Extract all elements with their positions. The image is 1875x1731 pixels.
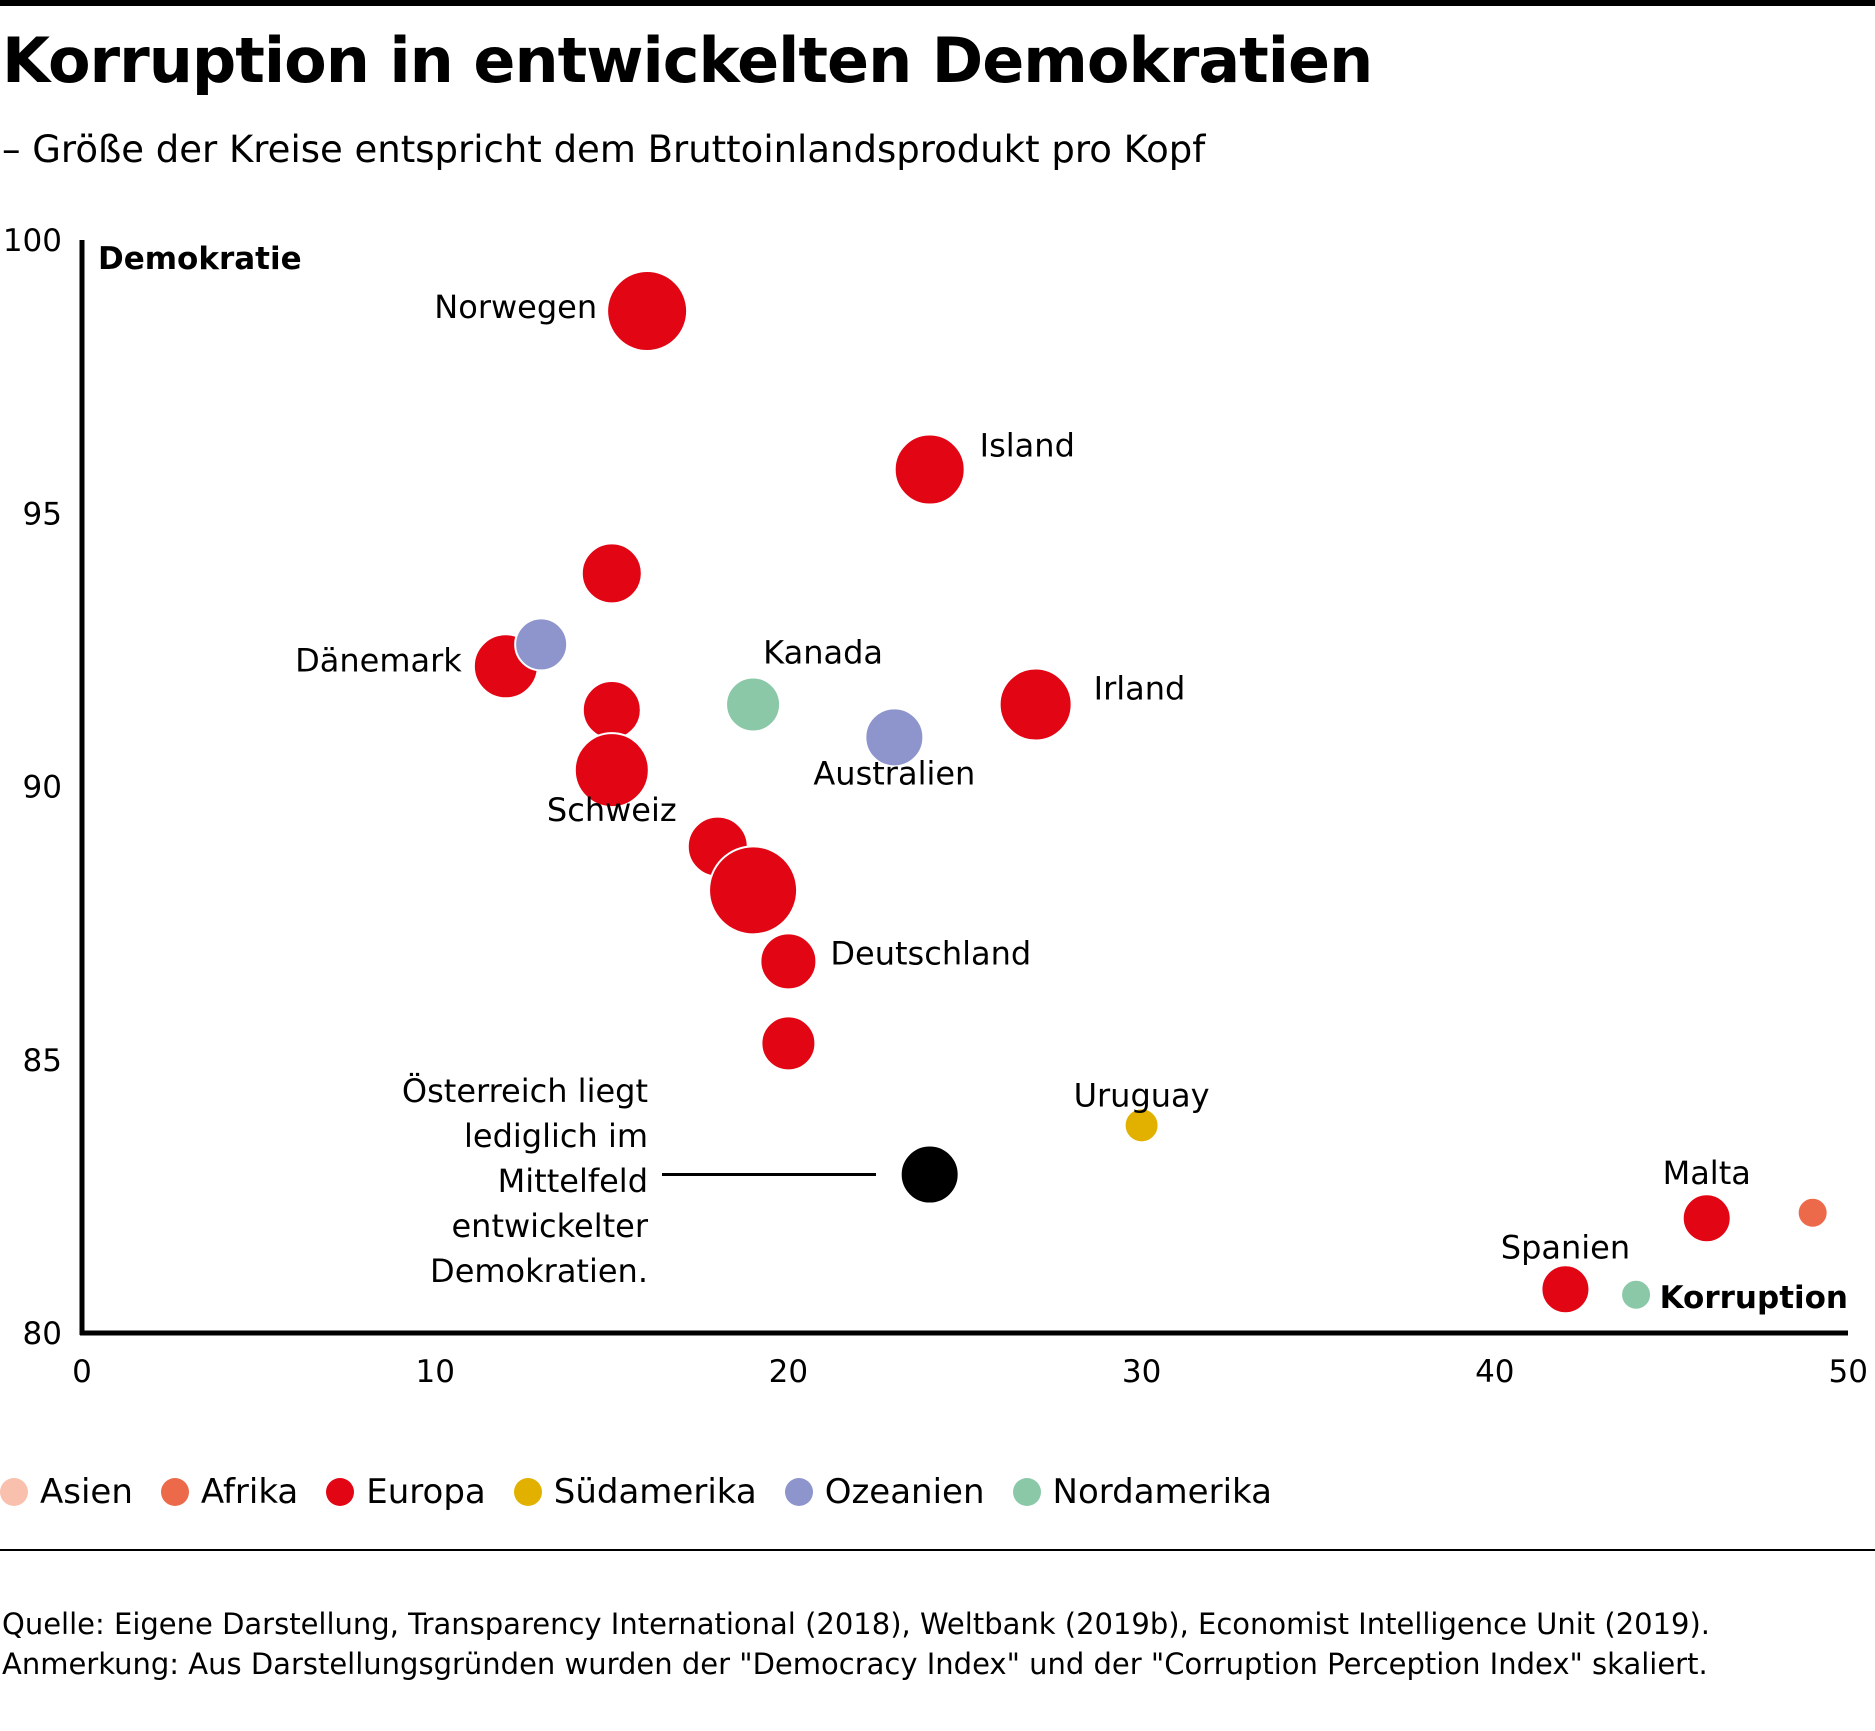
method-note: Anmerkung: Aus Darstellungsgründen wurde…	[2, 1647, 1708, 1681]
x-tick-label: 30	[1122, 1354, 1161, 1390]
y-tick-label: 90	[23, 770, 62, 806]
top-rule	[0, 0, 1875, 6]
data-point	[606, 270, 689, 353]
legend-label: Asien	[40, 1472, 133, 1512]
y-axis-title: Demokratie	[98, 241, 302, 277]
legend-label: Nordamerika	[1052, 1472, 1272, 1512]
legend-swatch	[513, 1478, 542, 1506]
data-point	[760, 1015, 817, 1072]
annotation-text: Mittelfeld	[498, 1162, 648, 1200]
data-point	[725, 676, 782, 733]
footer-divider	[0, 1549, 1875, 1551]
annotation-text: entwickelter	[451, 1207, 648, 1245]
y-tick-label: 85	[23, 1043, 62, 1079]
chart-title: Korruption in entwickelten Demokratien	[2, 24, 1373, 97]
x-axis-title: Korruption	[1660, 1280, 1848, 1316]
annotation-text: lediglich im	[464, 1117, 648, 1155]
x-tick-label: 0	[72, 1354, 92, 1390]
legend-item: Nordamerika	[1012, 1472, 1272, 1512]
data-point	[581, 679, 642, 740]
legend-label: Europa	[366, 1472, 486, 1512]
data-point	[1540, 1264, 1591, 1315]
annotation-text: Österreich liegt	[402, 1072, 648, 1110]
x-tick-label: 40	[1475, 1354, 1514, 1390]
legend-label: Afrika	[200, 1472, 299, 1512]
data-point	[893, 433, 966, 506]
legend-swatch	[784, 1478, 813, 1506]
legend-item: Europa	[326, 1472, 486, 1512]
data-point	[1681, 1193, 1732, 1244]
y-tick-label: 80	[23, 1316, 62, 1352]
point-label: Schweiz	[547, 791, 677, 829]
point-label: Uruguay	[1074, 1076, 1210, 1114]
point-label: Island	[980, 427, 1075, 465]
data-point	[573, 732, 650, 809]
data-point	[1796, 1196, 1829, 1229]
legend-swatch	[160, 1478, 189, 1506]
x-tick-label: 50	[1829, 1354, 1868, 1390]
data-point	[998, 667, 1073, 742]
legend-item: Asien	[0, 1472, 133, 1512]
data-point	[708, 845, 799, 936]
legend-label: Südamerika	[553, 1472, 757, 1512]
y-tick-label: 95	[23, 496, 62, 532]
legend: Asien Afrika Europa Südamerika Ozeanien Norda…	[0, 1472, 1300, 1512]
footer: Quelle: Eigene Darstellung, Transparency…	[2, 1604, 1710, 1684]
point-label: Deutschland	[830, 934, 1031, 972]
annotation-text: Demokratien.	[430, 1252, 648, 1290]
data-point	[759, 932, 818, 991]
x-tick-label: 20	[769, 1354, 808, 1390]
data-point	[580, 542, 643, 605]
data-point	[899, 1144, 960, 1205]
x-tick-label: 10	[415, 1354, 454, 1390]
scatter-chart: 0 10 20 30 40 50 80 85 90 95 100 Norwegen Island Dän…	[3, 223, 1868, 1390]
point-label: Spanien	[1501, 1228, 1630, 1266]
point-label: Dänemark	[295, 641, 462, 679]
legend-swatch	[326, 1478, 355, 1506]
data-point	[1123, 1107, 1160, 1144]
point-label: Norwegen	[434, 288, 597, 326]
data-point	[514, 617, 569, 672]
point-label: Malta	[1663, 1154, 1751, 1192]
legend-item: Afrika	[160, 1472, 299, 1512]
chart-subtitle: – Größe der Kreise entspricht dem Brutto…	[2, 128, 1206, 171]
legend-item: Südamerika	[513, 1472, 757, 1512]
source-note: Quelle: Eigene Darstellung, Transparency…	[2, 1607, 1711, 1641]
legend-swatch	[0, 1478, 28, 1506]
point-label: Australien	[813, 754, 975, 792]
y-tick-label: 100	[3, 223, 62, 259]
data-point	[1620, 1278, 1653, 1311]
legend-item: Ozeanien	[784, 1472, 985, 1512]
data-point	[864, 707, 925, 768]
point-label: Irland	[1094, 670, 1186, 708]
legend-label: Ozeanien	[824, 1472, 985, 1512]
legend-swatch	[1012, 1478, 1041, 1506]
point-label: Kanada	[763, 634, 883, 672]
